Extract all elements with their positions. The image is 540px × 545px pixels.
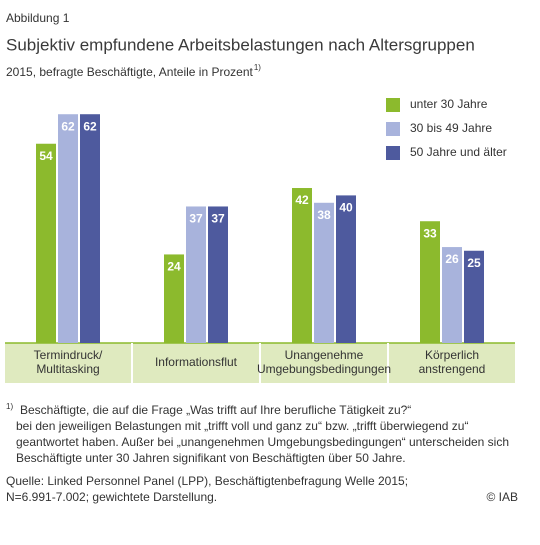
value-label: 62 xyxy=(61,119,75,133)
x-tick-label: anstrengend xyxy=(419,362,486,376)
value-label: 42 xyxy=(295,193,309,207)
x-tick-label: Multitasking xyxy=(36,362,99,376)
bar xyxy=(336,195,356,343)
footnote-line: Beschäftigte, die auf die Frage „Was tri… xyxy=(20,403,411,417)
x-tick-label: Unangenehme xyxy=(285,348,364,362)
bar xyxy=(186,206,206,343)
value-label: 37 xyxy=(211,212,225,226)
figure-label: Abbildung 1 xyxy=(6,11,70,25)
copyright: © IAB xyxy=(486,490,518,504)
value-label: 26 xyxy=(445,252,459,266)
legend-label: 50 Jahre und älter xyxy=(410,145,507,159)
bar xyxy=(442,247,462,343)
bar xyxy=(464,250,484,343)
chart-title: Subjektiv empfundene Arbeitsbelastungen … xyxy=(6,35,475,54)
value-label: 40 xyxy=(339,201,353,215)
value-label: 25 xyxy=(467,256,481,270)
legend-swatch xyxy=(386,122,400,136)
footnote-marker: 1) xyxy=(6,402,13,411)
x-tick-label: Informationsflut xyxy=(155,355,238,369)
chart-subtitle: 2015, befragte Beschäftigte, Anteile in … xyxy=(6,65,253,79)
legend-swatch xyxy=(386,146,400,160)
source-line: Quelle: Linked Personnel Panel (LPP), Be… xyxy=(6,474,408,488)
bar xyxy=(164,254,184,343)
bar xyxy=(292,188,312,343)
bar xyxy=(58,114,78,343)
legend-label: unter 30 Jahre xyxy=(410,97,488,111)
value-label: 24 xyxy=(167,260,181,274)
value-label: 37 xyxy=(189,212,203,226)
bar xyxy=(208,206,228,343)
bar xyxy=(314,202,334,343)
x-tick-label: Termindruck/ xyxy=(34,348,103,362)
source-line: N=6.991-7.002; gewichtete Darstellung. xyxy=(6,490,217,504)
value-label: 33 xyxy=(423,226,437,240)
legend-label: 30 bis 49 Jahre xyxy=(410,121,492,135)
footnote-line: geantwortet haben. Außer bei „unangenehm… xyxy=(16,435,509,449)
legend-swatch xyxy=(386,98,400,112)
x-tick-label: Körperlich xyxy=(425,348,479,362)
bar xyxy=(80,114,100,343)
subtitle-note: 1) xyxy=(254,63,261,72)
value-label: 38 xyxy=(317,208,331,222)
bar xyxy=(36,143,56,343)
footnote-line: Beschäftigte unter 30 Jahren signifikant… xyxy=(16,451,406,465)
value-label: 62 xyxy=(83,119,97,133)
bar xyxy=(420,221,440,343)
x-tick-label: Umgebungsbedingungen xyxy=(257,362,391,376)
value-label: 54 xyxy=(39,149,53,163)
footnote-line: bei den jeweiligen Belastungen mit „trif… xyxy=(16,419,468,433)
